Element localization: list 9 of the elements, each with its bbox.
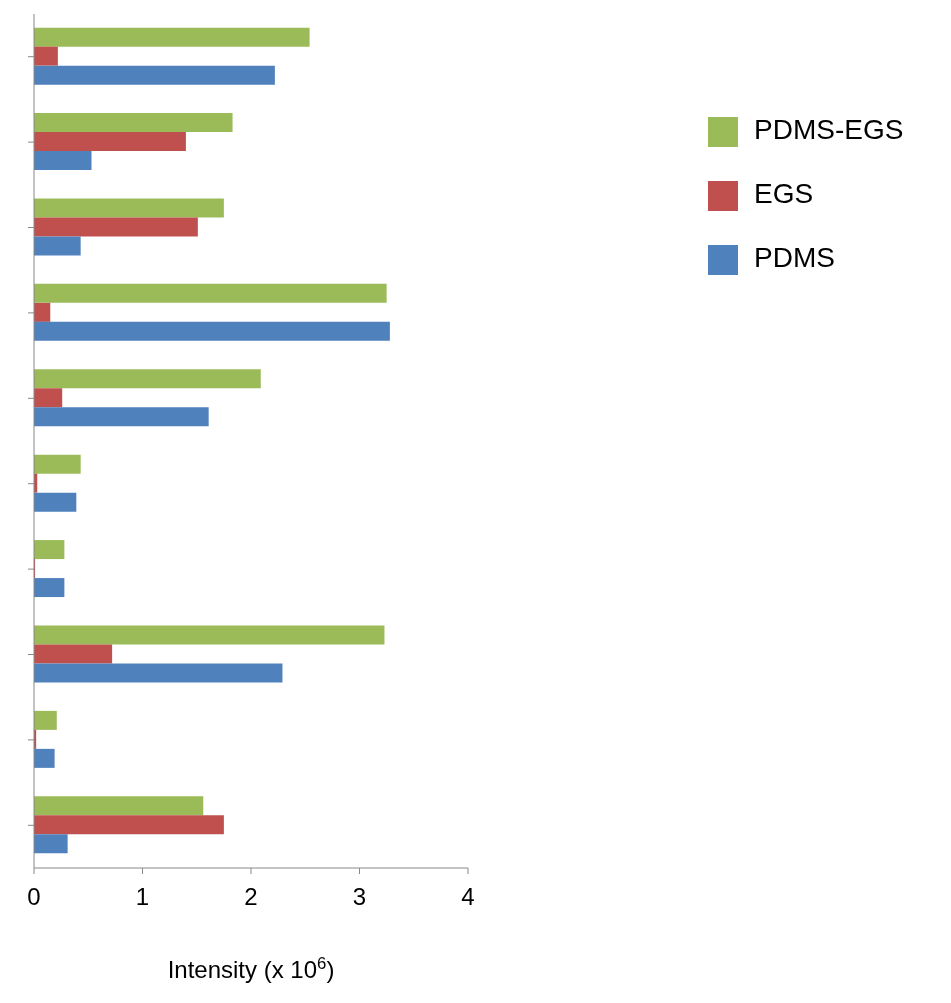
x-tick-label: 2	[244, 883, 258, 911]
x-tick-label: 4	[461, 883, 475, 911]
x-tick-label: 3	[352, 883, 367, 911]
legend-label: PDMS	[754, 242, 835, 273]
x-tick-label: 0	[27, 883, 41, 911]
legend-label: PDMS-EGS	[754, 114, 904, 145]
x-axis-title: Intensity (x 10$^{6}$)	[167, 953, 335, 983]
x-tick-label: 1	[135, 883, 150, 911]
legend-label: EGS	[754, 178, 814, 209]
